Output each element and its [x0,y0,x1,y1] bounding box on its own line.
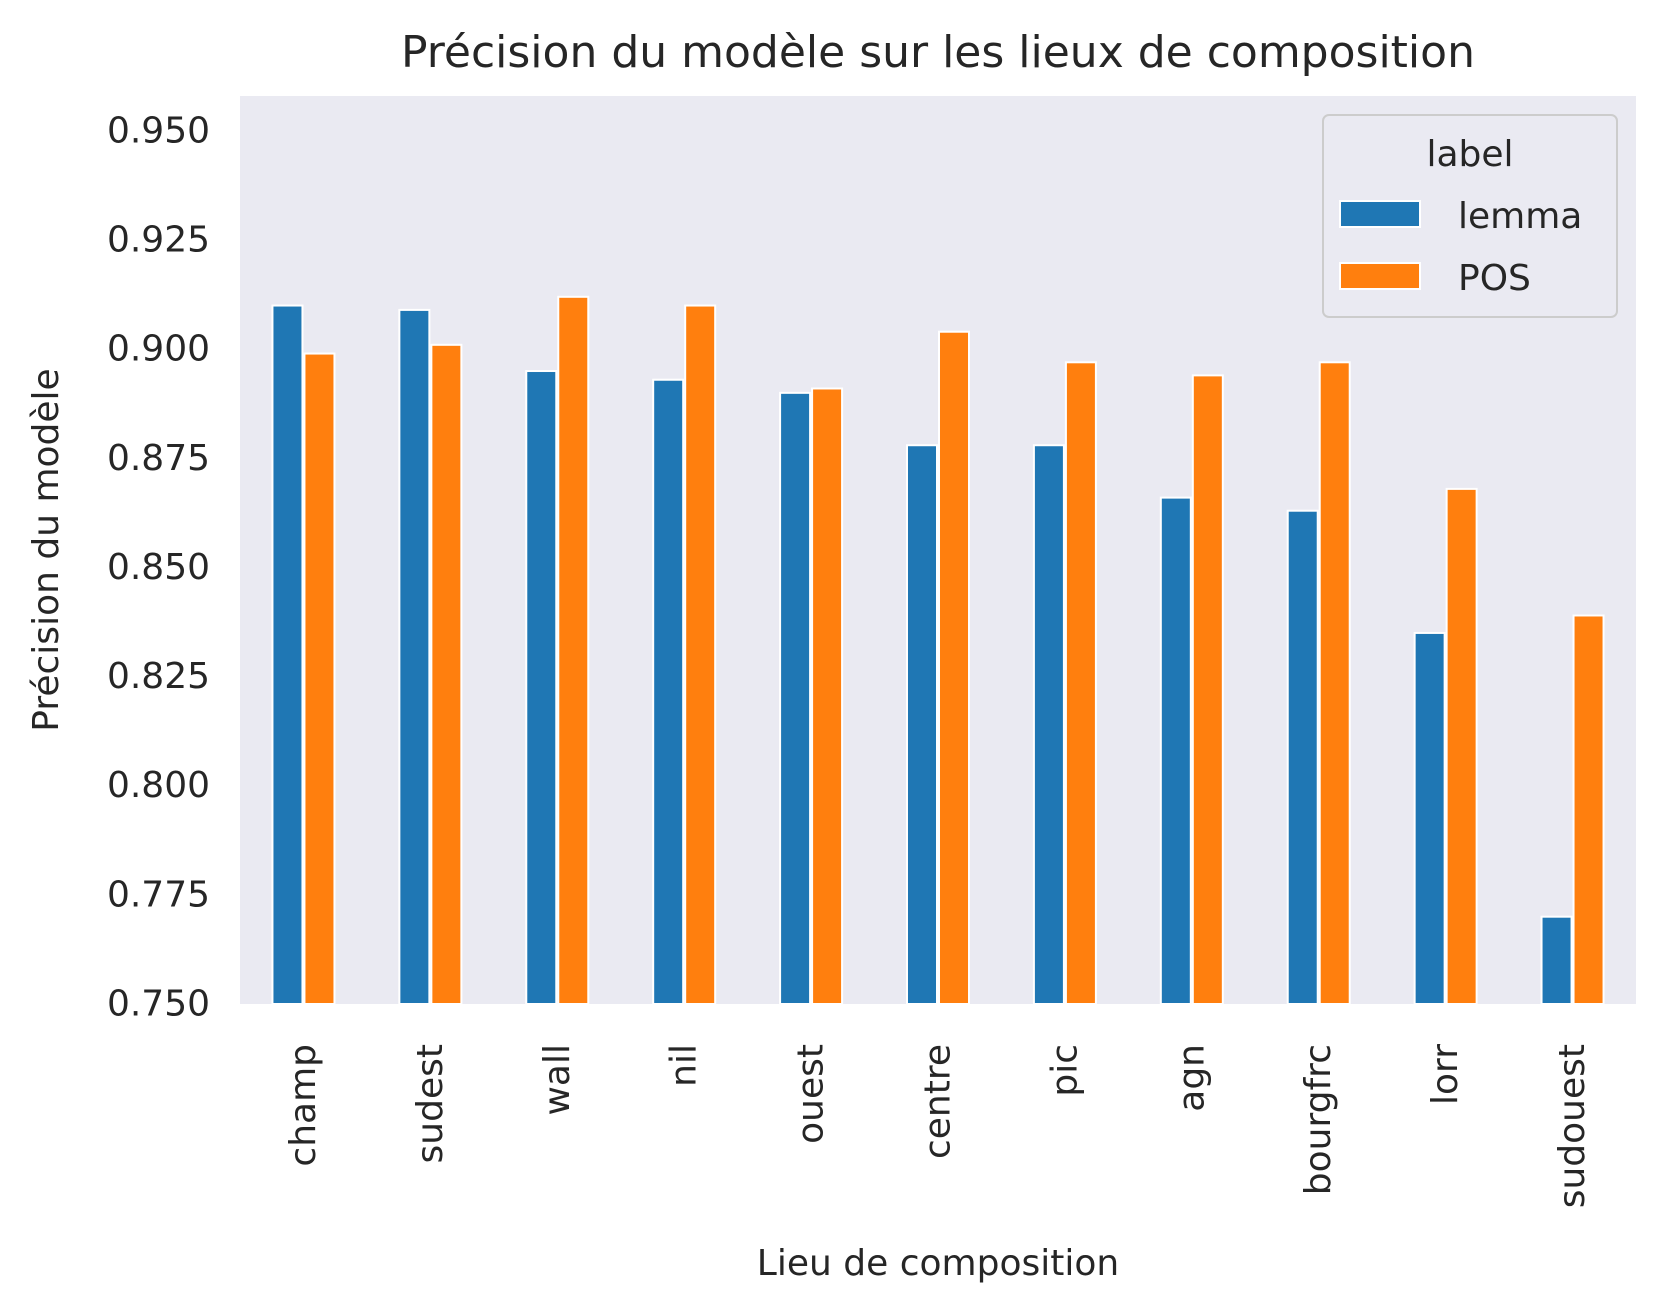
x-tick-label-pic: pic [1044,1044,1085,1097]
bar-lemma-lorr [1413,631,1446,1005]
bar-lemma-bourgfrc [1286,509,1319,1005]
bar-lemma-ouest [779,391,812,1006]
bar-pos-champ [303,352,336,1005]
x-tick-label-lorr: lorr [1425,1044,1466,1105]
bar-pos-sudouest [1572,614,1605,1005]
bar-pos-lorr [1445,487,1478,1005]
bar-pos-centre [938,330,970,1005]
bar-pos-nil [684,304,717,1005]
y-tick-label-0.950: 0.950 [107,110,210,151]
bar-pos-sudest [430,343,463,1006]
y-tick-label-0.750: 0.750 [107,984,210,1025]
x-tick-label-champ: champ [283,1044,324,1167]
chart-title: Précision du modèle sur les lieux de com… [401,27,1475,78]
bar-lemma-sudest [398,308,431,1005]
bar-pos-agn [1191,374,1224,1005]
y-tick-label-0.775: 0.775 [107,874,210,915]
bar-pos-ouest [811,387,844,1005]
y-tick-label-0.900: 0.900 [107,329,210,370]
bar-lemma-champ [271,304,304,1005]
x-ticks-group: champ sudest wall nil ouest centre pic agn bourg… [283,1044,1593,1208]
x-tick-label-centre: centre [918,1044,959,1159]
legend-swatch-lemma [1339,200,1421,228]
x-tick-label-ouest: ouest [791,1044,832,1144]
x-tick-label-sudest: sudest [410,1044,451,1163]
x-axis-label: Lieu de composition [757,1243,1119,1284]
legend-swatch-pos [1339,262,1421,290]
legend: label lemma POS [1322,114,1618,318]
y-tick-label-0.925: 0.925 [107,220,210,261]
bar-lemma-wall [525,370,558,1005]
bars-group [271,295,1605,1006]
x-tick-label-bourgfrc: bourgfrc [1298,1044,1339,1195]
bar-lemma-sudouest [1540,915,1573,1006]
bar-pos-wall [557,295,590,1005]
y-tick-label-0.850: 0.850 [107,547,210,588]
y-axis-label: Précision du modèle [26,368,67,731]
y-ticks-group: 0.750 0.775 0.800 0.825 0.850 0.875 0.900 0.925… [107,110,210,1024]
y-tick-label-0.875: 0.875 [107,438,210,479]
bar-lemma-agn [1159,496,1192,1005]
bar-lemma-nil [652,378,685,1005]
bar-pos-bourgfrc [1318,361,1351,1005]
legend-label-pos: POS [1458,258,1531,299]
y-tick-label-0.825: 0.825 [107,656,210,697]
legend-label-lemma: lemma [1458,196,1582,237]
bar-lemma-pic [1032,444,1065,1005]
y-tick-label-0.800: 0.800 [107,765,210,806]
x-tick-label-agn: agn [1171,1044,1212,1112]
bar-pos-pic [1064,361,1097,1005]
legend-title: label [1426,134,1513,175]
bar-lemma-centre [906,444,938,1005]
x-tick-label-nil: nil [664,1044,705,1087]
x-tick-label-wall: wall [537,1044,578,1116]
x-tick-label-sudouest: sudouest [1552,1044,1593,1208]
